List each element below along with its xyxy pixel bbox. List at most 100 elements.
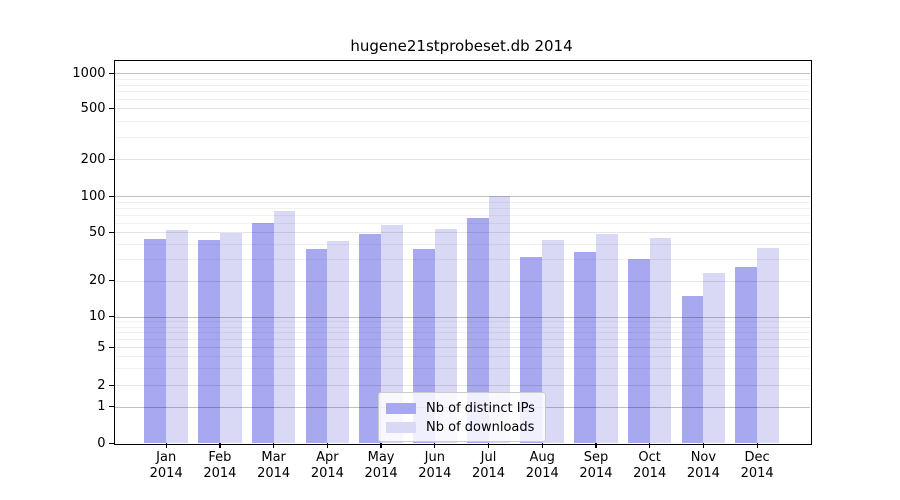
bar-nb-of-downloads-nov: [703, 273, 726, 443]
legend-item-distinct-ips: Nb of distinct IPs: [386, 399, 537, 417]
gridline-minor-y-300: [113, 136, 810, 138]
gridline-y-500: [113, 108, 810, 110]
gridline-minor-y-8: [113, 326, 810, 328]
y-tick-mark: [108, 107, 114, 109]
gridline-y-10: [113, 316, 810, 318]
y-tick-label: 1: [97, 399, 106, 415]
x-tick-label-jun: Jun 2014: [418, 450, 452, 481]
x-tick-mark: [273, 443, 275, 448]
bar-nb-of-downloads-may: [381, 225, 403, 443]
x-tick-label-apr: Apr 2014: [310, 450, 344, 481]
bar-nb-of-distinct-ips-jul: [466, 218, 489, 443]
gridline-minor-y-6: [113, 339, 810, 341]
y-tick-mark: [108, 231, 114, 233]
x-tick-mark: [702, 443, 704, 448]
gridline-minor-y-4: [113, 356, 810, 358]
bar-nb-of-downloads-jan: [166, 229, 188, 443]
bar-nb-of-distinct-ips-jan: [144, 238, 167, 443]
x-tick-label-jul: Jul 2014: [471, 450, 506, 481]
y-tick-mark: [108, 158, 114, 160]
bar-nb-of-distinct-ips-dec: [735, 266, 758, 443]
gridline-minor-y-900: [113, 78, 810, 80]
gridline-minor-y-600: [113, 99, 810, 101]
gridline-minor-y-60: [113, 222, 810, 224]
x-tick-label-feb: Feb 2014: [203, 450, 237, 481]
y-tick-label: 1000: [72, 65, 106, 81]
y-tick-mark: [108, 346, 114, 348]
legend-swatch-downloads-icon: [386, 421, 416, 433]
y-tick-label: 20: [88, 273, 106, 288]
gridline-y-20: [113, 280, 810, 282]
x-tick-label-oct: Oct 2014: [633, 450, 667, 481]
legend: Nb of distinct IPs Nb of downloads: [378, 392, 546, 442]
y-tick-label: 100: [80, 188, 106, 204]
x-tick-mark: [649, 443, 651, 448]
bar-nb-of-distinct-ips-feb: [198, 239, 220, 443]
y-tick-mark: [108, 384, 114, 386]
y-tick-mark: [108, 72, 114, 74]
gridline-y-1000: [113, 73, 810, 75]
bar-nb-of-downloads-apr: [327, 241, 350, 443]
gridline-minor-y-7: [113, 332, 810, 334]
y-tick-mark: [108, 316, 114, 318]
legend-swatch-distinct-ips-icon: [386, 402, 416, 414]
y-tick-label: 10: [88, 309, 106, 325]
y-tick-mark: [108, 406, 114, 408]
bar-nb-of-distinct-ips-sep: [574, 252, 596, 443]
gridline-minor-y-700: [113, 91, 810, 93]
x-tick-label-aug: Aug 2014: [525, 450, 559, 481]
chart-title: hugene21stprobeset.db 2014: [350, 37, 573, 55]
gridline-minor-y-9: [113, 321, 810, 323]
gridline-minor-y-30: [113, 259, 810, 261]
bar-nb-of-downloads-sep: [595, 234, 618, 443]
bar-nb-of-downloads-dec: [757, 247, 779, 443]
bar-nb-of-distinct-ips-apr: [305, 249, 328, 443]
bar-nb-of-downloads-oct: [649, 237, 672, 443]
y-tick-label: 200: [80, 151, 106, 167]
y-tick-label: 0: [97, 435, 106, 451]
gridline-minor-y-80: [113, 207, 810, 209]
x-tick-label-jan: Jan 2014: [149, 450, 183, 481]
x-tick-label-dec: Dec 2014: [740, 450, 774, 481]
gridline-minor-y-70: [113, 214, 810, 216]
bar-nb-of-downloads-mar: [273, 211, 296, 443]
x-tick-label-may: May 2014: [364, 450, 398, 481]
x-tick-mark: [326, 443, 328, 448]
bar-nb-of-downloads-jun: [434, 228, 457, 443]
y-tick-label: 5: [97, 339, 106, 355]
legend-item-downloads: Nb of downloads: [386, 418, 537, 436]
x-tick-mark: [165, 443, 167, 448]
x-tick-mark: [541, 443, 543, 448]
gridline-minor-y-90: [113, 201, 810, 203]
bar-nb-of-downloads-feb: [219, 233, 242, 443]
y-tick-mark: [108, 195, 114, 197]
y-tick-mark: [108, 442, 114, 444]
y-tick-label: 50: [88, 224, 106, 240]
gridline-minor-y-800: [113, 84, 810, 86]
x-tick-mark: [219, 443, 221, 448]
gridline-minor-y-3: [113, 368, 810, 370]
gridline-y-200: [113, 159, 810, 161]
x-tick-mark: [756, 443, 758, 448]
x-tick-mark: [434, 443, 436, 448]
x-tick-mark: [595, 443, 597, 448]
bar-nb-of-distinct-ips-nov: [681, 295, 704, 443]
legend-label-downloads: Nb of downloads: [426, 419, 535, 435]
y-tick-label: 2: [97, 377, 106, 393]
x-tick-label-mar: Mar 2014: [257, 450, 291, 481]
bar-nb-of-downloads-aug: [542, 239, 565, 443]
gridline-y-5: [113, 347, 810, 349]
gridline-y-50: [113, 232, 810, 233]
x-tick-mark: [380, 443, 382, 448]
legend-label-distinct-ips: Nb of distinct IPs: [426, 400, 535, 416]
y-tick-mark: [108, 280, 114, 282]
gridline-minor-y-400: [113, 120, 810, 122]
x-tick-label-nov: Nov 2014: [686, 450, 720, 481]
x-tick-mark: [487, 443, 490, 448]
gridline-y-100: [113, 196, 810, 198]
bar-nb-of-distinct-ips-mar: [251, 222, 274, 443]
x-tick-label-sep: Sep 2014: [579, 450, 613, 481]
bar-nb-of-distinct-ips-may: [359, 234, 382, 443]
